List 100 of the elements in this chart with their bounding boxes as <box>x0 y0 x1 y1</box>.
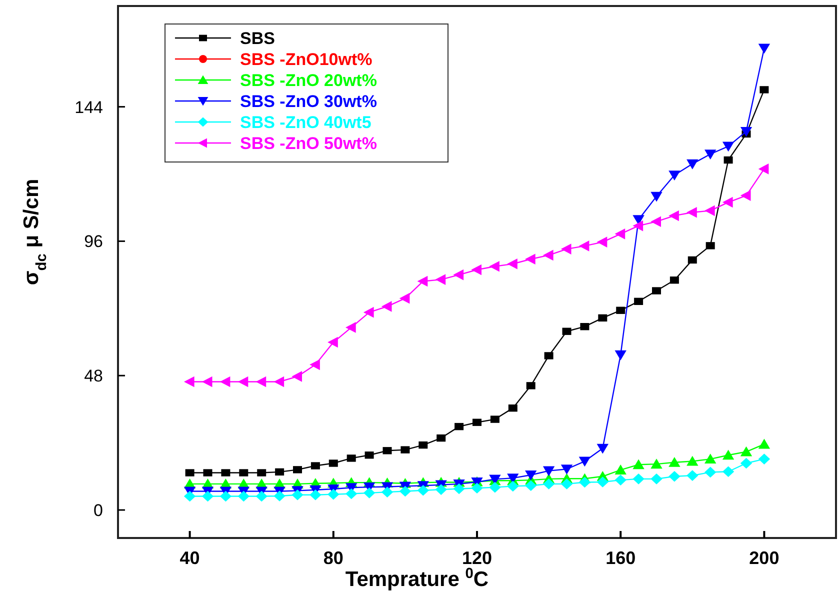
point <box>632 474 644 484</box>
legend-label: SBS <box>240 29 275 48</box>
point <box>722 450 734 460</box>
point <box>400 446 410 454</box>
point <box>760 86 769 94</box>
point <box>310 489 322 500</box>
point <box>596 444 608 454</box>
point <box>650 474 662 484</box>
point <box>704 150 716 160</box>
legend-label: SBS -ZnO10wt% <box>240 50 372 69</box>
point <box>328 488 340 500</box>
x-tick-label: 40 <box>180 548 200 568</box>
y-tick-label: 144 <box>74 98 103 117</box>
point <box>239 469 248 476</box>
point <box>542 466 555 476</box>
point <box>399 292 410 304</box>
point <box>489 261 500 272</box>
point <box>740 190 751 201</box>
point <box>435 274 446 285</box>
legend-label: SBS -ZnO 40wt5 <box>240 113 372 132</box>
point <box>758 44 770 54</box>
point <box>686 159 698 170</box>
point <box>560 244 572 254</box>
point <box>686 206 697 218</box>
point <box>381 486 394 498</box>
point <box>203 469 212 476</box>
point <box>490 416 500 423</box>
point <box>436 434 446 442</box>
point <box>257 469 266 476</box>
point <box>578 476 591 488</box>
point <box>722 142 734 152</box>
point <box>508 404 518 412</box>
point <box>722 196 733 208</box>
point <box>758 438 770 449</box>
point <box>328 336 338 348</box>
point <box>598 314 608 322</box>
x-tick-label: 160 <box>606 548 636 568</box>
point <box>578 240 590 252</box>
point <box>526 382 536 390</box>
y-tick-label: 0 <box>94 501 103 520</box>
point <box>614 464 626 474</box>
legend-label: SBS -ZnO 20wt% <box>240 71 377 90</box>
x-tick-label: 80 <box>323 548 344 568</box>
point <box>668 210 679 222</box>
point <box>184 490 196 502</box>
point <box>614 474 626 486</box>
point <box>364 452 374 459</box>
point <box>381 301 392 312</box>
point <box>346 488 358 500</box>
point <box>472 418 482 426</box>
point <box>670 276 679 284</box>
point <box>274 376 284 388</box>
point <box>489 482 501 493</box>
point <box>471 264 482 276</box>
point <box>293 466 302 474</box>
x-tick-label: 200 <box>749 548 780 568</box>
point <box>706 242 715 250</box>
point <box>758 164 769 174</box>
point <box>292 489 304 500</box>
point <box>614 228 626 240</box>
point <box>650 216 661 227</box>
point <box>580 323 590 330</box>
point <box>668 471 680 482</box>
point <box>525 254 536 265</box>
point <box>560 464 573 475</box>
point <box>292 371 302 382</box>
point <box>632 220 644 232</box>
legend-label: SBS -ZnO 50wt% <box>240 134 377 153</box>
point <box>542 478 555 490</box>
point <box>544 352 554 360</box>
point <box>184 376 194 388</box>
point <box>399 486 412 497</box>
point <box>614 350 626 360</box>
point <box>418 441 428 449</box>
point <box>704 466 716 478</box>
point <box>758 454 770 464</box>
point <box>560 478 573 490</box>
point <box>652 287 661 294</box>
point <box>632 459 644 470</box>
point <box>454 422 464 430</box>
point <box>650 192 662 202</box>
point <box>202 376 212 388</box>
point <box>310 359 320 370</box>
point <box>507 480 519 492</box>
point <box>724 156 733 164</box>
y-tick-label: 96 <box>84 232 103 252</box>
point <box>275 468 284 476</box>
point <box>453 483 465 494</box>
x-axis-title: Temprature $^{0}$C <box>345 566 489 591</box>
point <box>221 469 230 476</box>
point <box>471 482 483 494</box>
point <box>542 250 554 261</box>
point <box>668 170 680 181</box>
point <box>256 376 266 388</box>
point <box>256 490 268 502</box>
point <box>668 457 680 467</box>
point <box>310 462 320 470</box>
point <box>616 306 626 314</box>
point <box>634 298 644 305</box>
point <box>417 276 428 287</box>
